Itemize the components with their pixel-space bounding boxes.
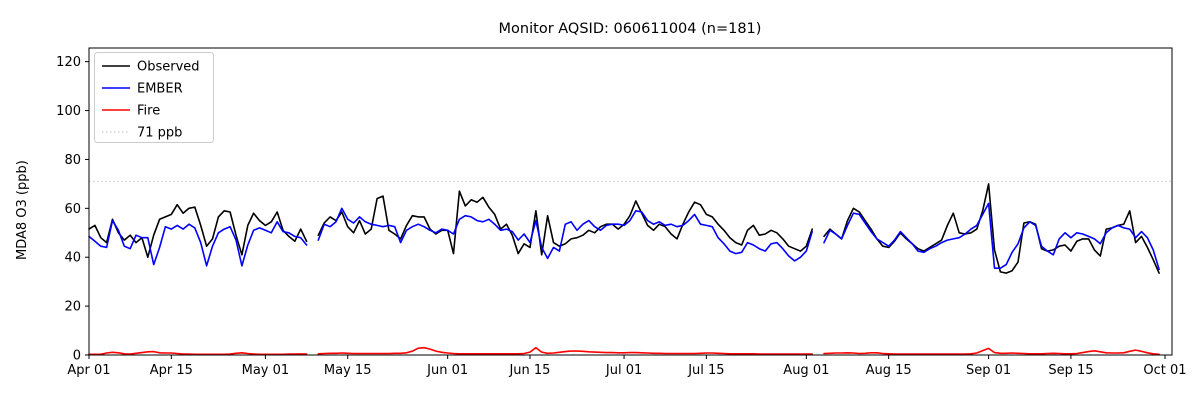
x-tick-label: Jul 01 <box>605 363 642 378</box>
series-line-fire <box>88 346 1160 356</box>
y-axis-label: MDA8 O3 (ppb) <box>15 160 30 260</box>
y-tick-label: 100 <box>56 104 81 119</box>
series-line-observed <box>88 183 1160 274</box>
data-series-layer <box>88 183 1160 356</box>
x-tick-label: Oct 01 <box>1143 363 1186 378</box>
y-tick-label: 40 <box>64 251 81 266</box>
x-tick-label: Apr 15 <box>150 363 193 378</box>
x-tick-label: Sep 15 <box>1048 363 1093 378</box>
x-tick-label: Aug 01 <box>783 363 829 378</box>
y-tick-label: 120 <box>56 55 81 70</box>
series-line-ember <box>88 202 1160 271</box>
y-axis: 0 20 40 60 80 100 120 <box>56 55 89 364</box>
y-tick-label: 60 <box>64 202 81 217</box>
legend-item-threshold: 71 ppb <box>102 126 182 141</box>
legend-item-fire: Fire <box>102 104 160 119</box>
x-tick-label: May 15 <box>324 363 372 378</box>
x-tick-label: Sep 01 <box>966 363 1011 378</box>
x-tick-label: Jun 01 <box>426 363 468 378</box>
legend-item-ember: EMBER <box>102 82 183 97</box>
legend-label-threshold: 71 ppb <box>137 126 182 141</box>
x-tick-label: Jul 15 <box>687 363 724 378</box>
x-tick-label: Jun 15 <box>508 363 550 378</box>
legend-label-fire: Fire <box>137 104 160 119</box>
y-tick-label: 20 <box>64 300 81 315</box>
x-tick-label: Aug 15 <box>866 363 912 378</box>
x-axis: Apr 01 Apr 15 May 01 May 15 Jun 01 Jun 15 Jul … <box>67 355 1187 378</box>
legend-box <box>94 52 214 143</box>
y-tick-label: 80 <box>64 153 81 168</box>
legend-item-observed: Observed <box>102 60 200 75</box>
legend: Observed EMBER Fire 71 ppb <box>94 52 214 143</box>
legend-label-observed: Observed <box>137 60 200 75</box>
x-tick-label: Apr 01 <box>67 363 110 378</box>
chart-title: Monitor AQSID: 060611004 (n=181) <box>499 21 762 37</box>
x-tick-label: May 01 <box>242 363 290 378</box>
legend-label-ember: EMBER <box>137 82 183 97</box>
y-tick-label: 0 <box>73 349 81 364</box>
plot-frame <box>88 47 1173 356</box>
